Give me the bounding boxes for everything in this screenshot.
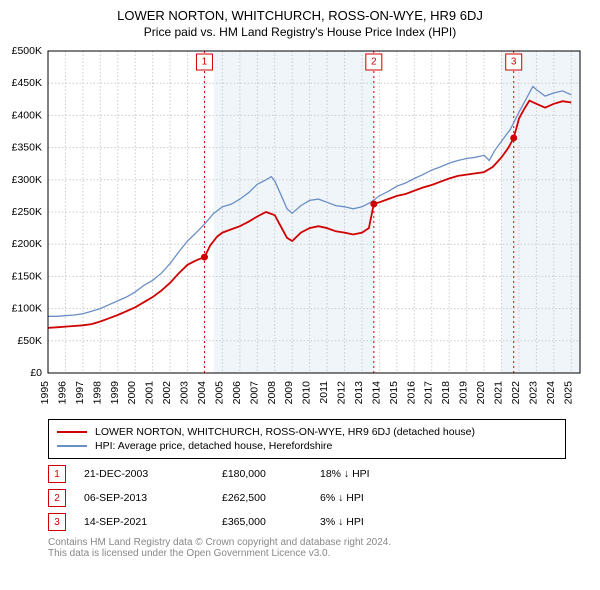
svg-text:2019: 2019 bbox=[458, 381, 470, 405]
svg-text:£100K: £100K bbox=[12, 303, 42, 315]
svg-text:2007: 2007 bbox=[248, 381, 260, 405]
legend-label: LOWER NORTON, WHITCHURCH, ROSS-ON-WYE, H… bbox=[95, 426, 475, 438]
legend-row: HPI: Average price, detached house, Here… bbox=[57, 440, 557, 452]
marker-hpi-diff: 18% ↓ HPI bbox=[320, 468, 410, 480]
marker-row: 2 06-SEP-2013 £262,500 6% ↓ HPI bbox=[48, 489, 566, 507]
marker-price: £365,000 bbox=[222, 516, 302, 528]
svg-text:1996: 1996 bbox=[56, 381, 68, 405]
svg-text:£350K: £350K bbox=[12, 142, 42, 154]
svg-text:2023: 2023 bbox=[527, 381, 539, 405]
legend-swatch bbox=[57, 431, 87, 433]
marker-row: 1 21-DEC-2003 £180,000 18% ↓ HPI bbox=[48, 465, 566, 483]
attribution-line1: Contains HM Land Registry data © Crown c… bbox=[48, 537, 566, 548]
svg-text:2005: 2005 bbox=[213, 381, 225, 405]
marker-price: £180,000 bbox=[222, 468, 302, 480]
legend-swatch bbox=[57, 445, 87, 447]
svg-text:2012: 2012 bbox=[336, 381, 348, 405]
svg-text:£0: £0 bbox=[30, 367, 42, 379]
svg-text:2024: 2024 bbox=[545, 381, 557, 405]
plot-area: £0 £50K £100K £150K £200K £250K £300K £350K £400… bbox=[0, 43, 600, 413]
svg-text:1995: 1995 bbox=[39, 381, 51, 405]
svg-text:2016: 2016 bbox=[405, 381, 417, 405]
marker-date: 21-DEC-2003 bbox=[84, 468, 204, 480]
legend-row: LOWER NORTON, WHITCHURCH, ROSS-ON-WYE, H… bbox=[57, 426, 557, 438]
svg-text:1999: 1999 bbox=[109, 381, 121, 405]
attribution-line2: This data is licensed under the Open Gov… bbox=[48, 548, 566, 559]
svg-text:2006: 2006 bbox=[231, 381, 243, 405]
svg-text:£250K: £250K bbox=[12, 206, 42, 218]
marker-date: 06-SEP-2013 bbox=[84, 492, 204, 504]
chart-title-subtitle: Price paid vs. HM Land Registry's House … bbox=[0, 25, 600, 39]
legend-box: LOWER NORTON, WHITCHURCH, ROSS-ON-WYE, H… bbox=[48, 419, 566, 459]
svg-text:£450K: £450K bbox=[12, 77, 42, 89]
svg-text:2015: 2015 bbox=[388, 381, 400, 405]
svg-text:2021: 2021 bbox=[493, 381, 505, 405]
svg-text:1: 1 bbox=[202, 57, 208, 68]
svg-text:£150K: £150K bbox=[12, 270, 42, 282]
svg-text:2022: 2022 bbox=[510, 381, 522, 405]
svg-text:2018: 2018 bbox=[440, 381, 452, 405]
marker-number-box: 1 bbox=[48, 465, 66, 483]
svg-text:£50K: £50K bbox=[17, 335, 42, 347]
svg-text:3: 3 bbox=[511, 57, 517, 68]
marker-hpi-diff: 3% ↓ HPI bbox=[320, 516, 410, 528]
svg-text:2010: 2010 bbox=[301, 381, 313, 405]
svg-text:2013: 2013 bbox=[353, 381, 365, 405]
svg-text:2003: 2003 bbox=[179, 381, 191, 405]
chart-svg: £0 £50K £100K £150K £200K £250K £300K £350K £400… bbox=[0, 43, 600, 413]
marker-price: £262,500 bbox=[222, 492, 302, 504]
svg-text:2008: 2008 bbox=[266, 381, 278, 405]
svg-text:2001: 2001 bbox=[144, 381, 156, 405]
svg-text:2011: 2011 bbox=[318, 381, 330, 404]
svg-text:2025: 2025 bbox=[562, 381, 574, 405]
svg-text:1998: 1998 bbox=[91, 381, 103, 405]
markers-table: 1 21-DEC-2003 £180,000 18% ↓ HPI 2 06-SEP-201… bbox=[48, 465, 566, 531]
attribution-text: Contains HM Land Registry data © Crown c… bbox=[48, 537, 566, 559]
marker-number-box: 2 bbox=[48, 489, 66, 507]
marker-hpi-diff: 6% ↓ HPI bbox=[320, 492, 410, 504]
chart-title-address: LOWER NORTON, WHITCHURCH, ROSS-ON-WYE, H… bbox=[0, 8, 600, 23]
svg-text:2: 2 bbox=[371, 57, 377, 68]
svg-text:£200K: £200K bbox=[12, 238, 42, 250]
legend-label: HPI: Average price, detached house, Here… bbox=[95, 440, 332, 452]
chart-container: LOWER NORTON, WHITCHURCH, ROSS-ON-WYE, H… bbox=[0, 0, 600, 559]
marker-number-box: 3 bbox=[48, 513, 66, 531]
svg-text:£400K: £400K bbox=[12, 109, 42, 121]
svg-text:2020: 2020 bbox=[475, 381, 487, 405]
svg-text:2017: 2017 bbox=[423, 381, 435, 405]
svg-text:£300K: £300K bbox=[12, 174, 42, 186]
svg-text:£500K: £500K bbox=[12, 45, 42, 57]
svg-text:2014: 2014 bbox=[370, 381, 382, 405]
title-block: LOWER NORTON, WHITCHURCH, ROSS-ON-WYE, H… bbox=[0, 0, 600, 43]
svg-text:2000: 2000 bbox=[126, 381, 138, 405]
svg-text:1997: 1997 bbox=[74, 381, 86, 405]
marker-row: 3 14-SEP-2021 £365,000 3% ↓ HPI bbox=[48, 513, 566, 531]
marker-date: 14-SEP-2021 bbox=[84, 516, 204, 528]
svg-text:2004: 2004 bbox=[196, 381, 208, 405]
svg-text:2002: 2002 bbox=[161, 381, 173, 405]
svg-text:2009: 2009 bbox=[283, 381, 295, 405]
